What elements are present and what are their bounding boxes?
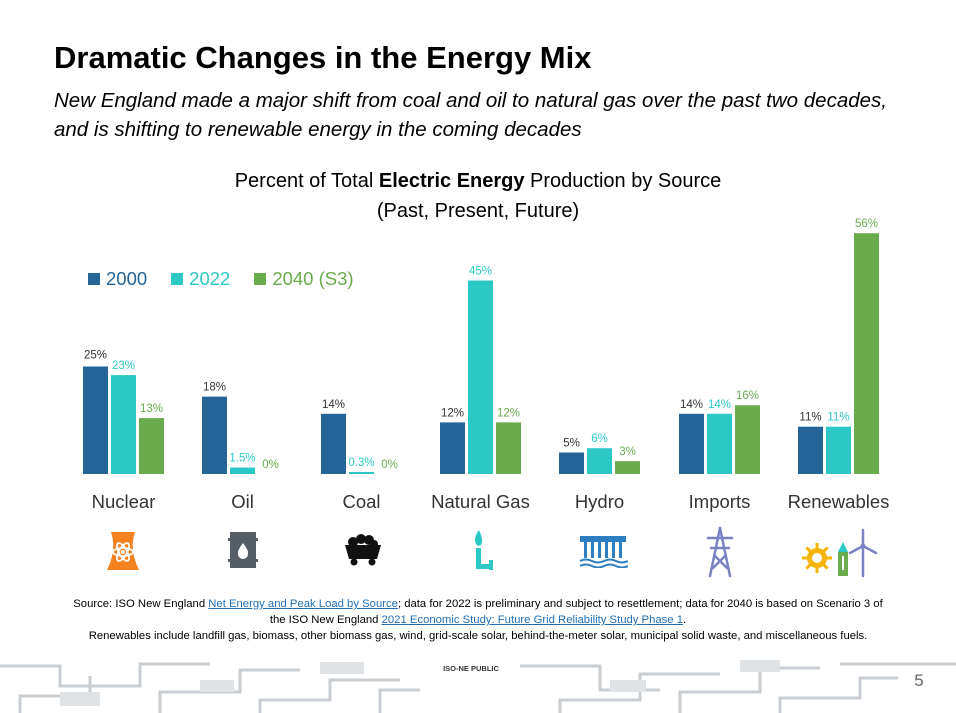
- data-label: 5%: [563, 438, 580, 450]
- bar-renewables-2000: [798, 426, 823, 474]
- public-label: ISO-NE PUBLIC: [428, 662, 514, 676]
- bar-oil-2000: [202, 396, 227, 474]
- data-label: 25%: [84, 350, 107, 362]
- bar-natural-gas-2000: [440, 422, 465, 474]
- source-text: .: [683, 614, 687, 626]
- bar-coal-2000: [321, 413, 346, 474]
- bar-oil-2022: [230, 467, 255, 474]
- renewables-icon: [802, 528, 878, 578]
- hydro-dam-icon: [579, 536, 628, 568]
- bar-renewables-2040: [854, 233, 879, 474]
- bar-hydro-2022: [587, 448, 612, 474]
- bar-imports-2000: [679, 413, 704, 474]
- category-label: Imports: [689, 491, 751, 512]
- data-label: 14%: [322, 399, 345, 411]
- circuit-decoration: [0, 656, 956, 713]
- chart-legend: 2000 2022 2040 (S3): [88, 268, 354, 290]
- data-label: 12%: [441, 407, 464, 419]
- bar-nuclear-2040: [139, 418, 164, 474]
- bar-coal-2022: [349, 472, 374, 474]
- source-line-1: Source: ISO New England Net Energy and P…: [0, 596, 956, 612]
- bar-hydro-2000: [559, 452, 584, 474]
- transmission-tower-icon: [706, 526, 734, 578]
- chart-title-part1: Percent of Total: [234, 170, 379, 192]
- source-text: Source: ISO New England: [73, 598, 209, 610]
- bar-natural-gas-2022: [468, 280, 493, 474]
- legend-label: 2000: [106, 268, 148, 289]
- bar-nuclear-2022: [111, 375, 136, 474]
- legend-swatch: [254, 273, 267, 285]
- source-note: Source: ISO New England Net Energy and P…: [0, 596, 956, 644]
- category-label: Natural Gas: [431, 491, 530, 512]
- data-label: 14%: [680, 399, 703, 411]
- bar-natural-gas-2040: [496, 422, 521, 474]
- category-label: Renewables: [788, 491, 890, 512]
- data-label: 0.3%: [348, 457, 374, 469]
- slide-subtitle: New England made a major shift from coal…: [54, 89, 887, 141]
- gas-flame-icon: [475, 530, 493, 570]
- coal-cart-icon: [345, 534, 381, 566]
- legend-swatch: [88, 273, 100, 285]
- data-label: 6%: [591, 433, 608, 445]
- source-text: ; data for 2022 is preliminary and subje…: [397, 598, 883, 610]
- data-label: 18%: [203, 382, 226, 394]
- net-energy-link[interactable]: Net Energy and Peak Load by Source: [208, 598, 398, 610]
- chart-title-bold: Electric Energy: [378, 170, 525, 192]
- economic-study-link[interactable]: 2021 Economic Study: Future Grid Reliabi…: [381, 614, 684, 626]
- legend-item-2022: 2022: [171, 268, 230, 290]
- data-label: 13%: [140, 403, 163, 415]
- oil-drum-icon: [228, 532, 258, 568]
- legend-label: 2022: [189, 268, 231, 289]
- slide-title: Dramatic Changes in the Energy Mix: [54, 40, 592, 75]
- data-label: 0%: [262, 459, 279, 471]
- chart-title: Percent of Total Electric Energy Product…: [0, 170, 956, 193]
- data-label: 3%: [619, 446, 636, 458]
- data-label: 11%: [827, 412, 849, 424]
- data-label: 23%: [112, 360, 135, 372]
- legend-item-2000: 2000: [88, 268, 147, 290]
- bar-imports-2040: [735, 405, 760, 474]
- data-label: 12%: [497, 407, 520, 419]
- chart-subtitle: (Past, Present, Future): [376, 200, 580, 222]
- renewables-note: Renewables include landfill gas, biomass…: [88, 630, 868, 642]
- data-label: 1.5%: [229, 453, 255, 465]
- source-line-2: the ISO New England 2021 Economic Study:…: [0, 612, 956, 628]
- data-label: 56%: [855, 218, 878, 230]
- nuclear-plant-icon: [107, 532, 139, 570]
- circuit-pattern: [0, 660, 956, 713]
- bar-imports-2022: [707, 413, 732, 474]
- bar-nuclear-2000: [83, 366, 108, 474]
- category-label: Coal: [342, 491, 380, 512]
- category-label: Nuclear: [92, 491, 156, 512]
- category-label: Hydro: [575, 491, 624, 512]
- bar-renewables-2022: [826, 426, 851, 474]
- bar-chart: 25% 23% 13% Nuclear 18% 1.5% 0% Oil 14% 0.3% 0% Coa…: [83, 218, 890, 512]
- data-label: 16%: [736, 390, 759, 402]
- source-text: the ISO New England: [269, 614, 382, 626]
- chart-title-part2: Production by Source: [524, 170, 722, 192]
- legend-item-2040: 2040 (S3): [254, 268, 354, 290]
- category-label: Oil: [231, 491, 254, 512]
- legend-label: 2040 (S3): [272, 268, 354, 289]
- data-label: 14%: [708, 399, 731, 411]
- data-label: 45%: [469, 266, 492, 278]
- data-label: 11%: [799, 412, 821, 424]
- page-number: 5: [898, 668, 940, 694]
- legend-swatch: [171, 273, 184, 285]
- data-label: 0%: [381, 459, 398, 471]
- bar-hydro-2040: [615, 461, 640, 474]
